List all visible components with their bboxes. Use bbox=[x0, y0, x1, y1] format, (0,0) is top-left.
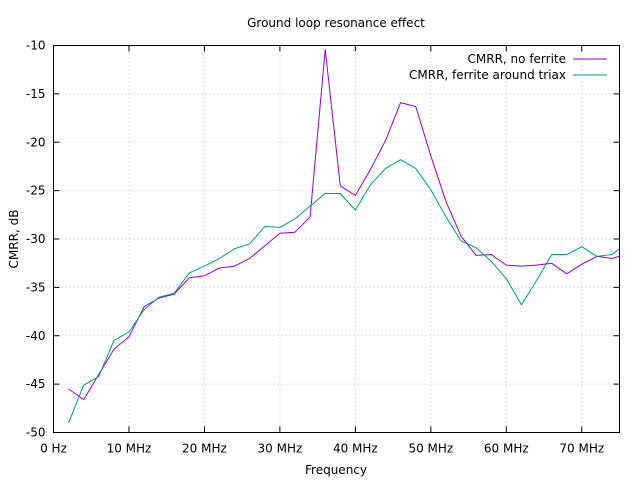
y-tick-label: -45 bbox=[26, 377, 46, 391]
y-axis-label: CMRR, dB bbox=[7, 210, 21, 269]
x-tick-label: 60 MHz bbox=[484, 442, 529, 456]
y-tick-label: -15 bbox=[26, 87, 46, 101]
plot-frame bbox=[53, 45, 620, 433]
x-tick-label: 50 MHz bbox=[408, 442, 453, 456]
series-lines bbox=[68, 48, 620, 423]
y-tick-label: -50 bbox=[26, 426, 46, 440]
series-line-0 bbox=[68, 48, 620, 401]
y-tick-label: -20 bbox=[26, 135, 46, 149]
series-line-1 bbox=[68, 159, 620, 423]
y-tick-label: -30 bbox=[26, 232, 46, 246]
x-tick-label: 30 MHz bbox=[258, 442, 303, 456]
x-tick-label: 10 MHz bbox=[107, 442, 152, 456]
x-tick-label: 40 MHz bbox=[333, 442, 378, 456]
x-tick-label: 70 MHz bbox=[559, 442, 604, 456]
x-axis-label: Frequency bbox=[305, 463, 367, 477]
legend-label-ferrite: CMRR, ferrite around triax bbox=[409, 68, 566, 82]
y-tick-label: -35 bbox=[26, 280, 46, 294]
x-tick-label: 20 MHz bbox=[182, 442, 227, 456]
y-tick-label: -25 bbox=[26, 184, 46, 198]
chart-title: Ground loop resonance effect bbox=[247, 16, 425, 30]
legend: CMRR, no ferrite CMRR, ferrite around tr… bbox=[409, 52, 607, 82]
legend-label-no-ferrite: CMRR, no ferrite bbox=[468, 52, 566, 66]
grid bbox=[53, 45, 620, 433]
y-tick-label: -10 bbox=[26, 39, 46, 53]
axis-ticks bbox=[53, 45, 620, 433]
x-tick-label: 0 Hz bbox=[40, 442, 67, 456]
y-tick-label: -40 bbox=[26, 329, 46, 343]
tick-labels: 0 Hz 10 MHz 20 MHz 30 MHz 40 MHz 50 MHz 60 MHz… bbox=[26, 39, 604, 456]
